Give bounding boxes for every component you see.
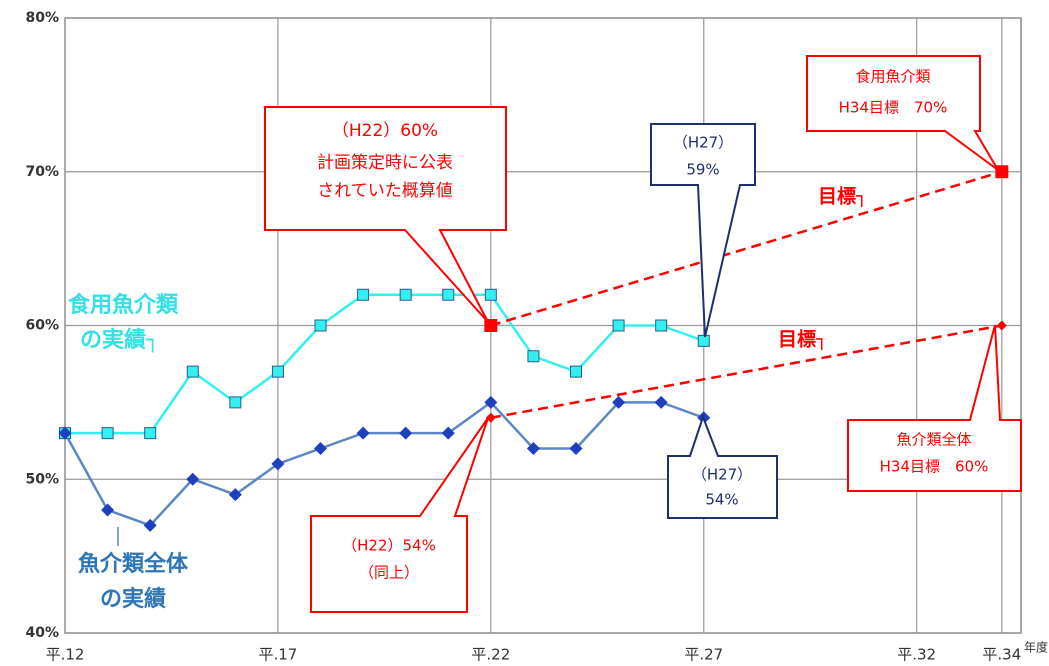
- x-tick-label: 平.32: [897, 646, 936, 664]
- series-line: [490, 170, 1003, 327]
- annotation-text: 54%: [705, 491, 738, 509]
- series-line: [63, 400, 705, 527]
- callout-box: [667, 414, 778, 519]
- y-tick-label: 40%: [25, 625, 59, 641]
- series-line: [65, 293, 705, 435]
- x-tick-label: 平.22: [471, 646, 510, 664]
- annotation-text: 計画策定時に公表: [317, 153, 453, 173]
- callout-box: [806, 55, 999, 171]
- marker: [271, 365, 284, 378]
- annotation-text: されていた概算値: [317, 181, 453, 201]
- marker: [527, 350, 540, 363]
- marker: [271, 457, 285, 471]
- marker: [654, 395, 668, 409]
- y-tick-label: 70%: [25, 164, 59, 180]
- annotation-text: の実績: [100, 586, 166, 612]
- x-tick-label: 平.27: [684, 646, 723, 664]
- marker: [186, 365, 199, 378]
- annotation-text: H34目標 70%: [839, 99, 948, 117]
- annotation-text: 食用魚介類: [68, 292, 179, 318]
- y-tick-label: 80%: [25, 10, 59, 26]
- marker: [526, 442, 540, 455]
- annotation-text: （H22）54%: [342, 537, 436, 555]
- marker: [484, 395, 498, 409]
- marker: [612, 319, 625, 332]
- marker: [441, 426, 455, 440]
- annotation-text: 目標┐: [818, 185, 867, 208]
- series-line: [490, 324, 1003, 419]
- marker: [655, 319, 668, 332]
- marker: [484, 288, 497, 301]
- marker: [996, 320, 1007, 331]
- callout-box: [310, 417, 489, 613]
- annotation-text: 59%: [686, 161, 719, 179]
- x-axis-label: 年度: [1024, 640, 1048, 655]
- marker: [228, 488, 242, 502]
- marker: [569, 442, 583, 455]
- marker: [442, 288, 455, 301]
- annotation-text: （H27）: [692, 466, 752, 484]
- y-tick-label: 60%: [25, 318, 59, 334]
- annotation-text: 食用魚介類: [855, 68, 930, 86]
- annotation-text: の実績┐: [80, 327, 159, 353]
- annotation-text: H34目標 60%: [880, 458, 989, 476]
- marker: [186, 472, 200, 486]
- marker: [399, 426, 413, 440]
- callout-box: [847, 324, 1022, 492]
- annotation-text: （同上）: [359, 564, 419, 582]
- marker: [399, 288, 412, 301]
- marker: [229, 396, 242, 409]
- marker: [314, 442, 328, 455]
- x-tick-label: 平.34: [982, 646, 1021, 664]
- marker: [101, 427, 114, 440]
- marker: [570, 365, 583, 378]
- marker: [143, 518, 157, 532]
- callout-box: [264, 106, 507, 323]
- marker: [697, 334, 710, 347]
- x-tick-label: 平.12: [46, 646, 85, 664]
- callout-box: [650, 123, 756, 338]
- x-tick-label: 平.17: [258, 646, 297, 664]
- marker: [485, 412, 496, 423]
- marker: [314, 319, 327, 332]
- marker: [484, 319, 498, 332]
- marker: [58, 426, 72, 440]
- annotation-text: （H22）60%: [332, 121, 438, 141]
- annotation-text: 目標┐: [778, 328, 827, 351]
- marker: [995, 165, 1009, 179]
- annotation-text: （H27）: [673, 134, 733, 152]
- marker: [612, 395, 626, 409]
- marker: [144, 427, 157, 440]
- marker: [357, 288, 370, 301]
- y-tick-label: 50%: [25, 471, 59, 487]
- annotation-text: 魚介類全体: [896, 431, 971, 449]
- marker: [356, 426, 370, 440]
- annotation-text: 魚介類全体: [78, 551, 189, 577]
- marker: [101, 503, 115, 517]
